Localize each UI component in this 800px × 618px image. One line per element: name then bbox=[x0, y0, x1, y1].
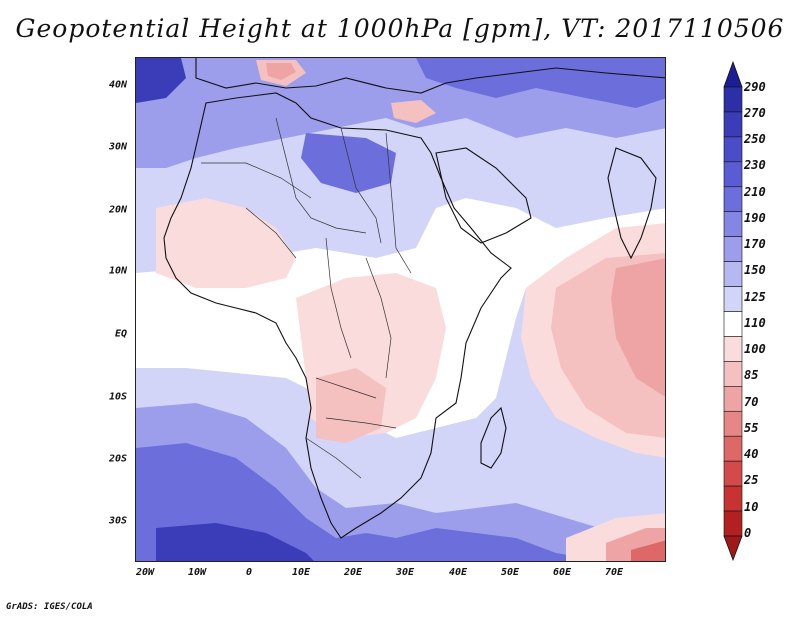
colorbar-label: 290 bbox=[744, 80, 766, 94]
lon-label: 10E bbox=[291, 567, 311, 578]
colorbar-label: 230 bbox=[744, 158, 766, 172]
lat-label: 40N bbox=[108, 79, 127, 91]
colorbar-label: 0 bbox=[744, 526, 752, 540]
colorbar-box bbox=[723, 211, 743, 237]
field-mid-blue-north bbox=[416, 58, 665, 108]
arabia-coastline bbox=[435, 147, 532, 244]
colorbar-top-arrow bbox=[723, 60, 743, 88]
colorbar-box bbox=[723, 485, 743, 512]
geopotential-field-map bbox=[136, 58, 665, 561]
colorbar-box bbox=[723, 86, 743, 113]
colorbar-box bbox=[723, 186, 743, 213]
lat-label: 20N bbox=[108, 204, 127, 216]
colorbar-label: 110 bbox=[744, 316, 766, 330]
africa-coastline bbox=[163, 92, 512, 539]
colorbar-box bbox=[723, 111, 743, 138]
india-coastline bbox=[607, 147, 657, 260]
colorbar-box bbox=[723, 410, 743, 437]
colorbar-box bbox=[723, 386, 743, 412]
lon-label: 40E bbox=[448, 567, 468, 578]
credit-text: GrADS: IGES/COLA bbox=[6, 602, 93, 612]
map-title: Geopotential Height at 1000hPa [gpm], VT… bbox=[15, 14, 785, 43]
colorbar-box bbox=[723, 136, 743, 163]
colorbar-label: 250 bbox=[744, 132, 766, 146]
lat-label: 30N bbox=[108, 141, 127, 153]
field-mid-red-med bbox=[266, 63, 296, 80]
colorbar-label: 85 bbox=[744, 368, 759, 382]
colorbar-box bbox=[723, 460, 743, 487]
colorbar-box bbox=[723, 261, 743, 287]
lon-label: 50E bbox=[500, 567, 520, 578]
lon-label: 30E bbox=[395, 567, 415, 578]
colorbar-label: 25 bbox=[744, 473, 759, 487]
lat-label: 30S bbox=[108, 515, 127, 527]
lat-label: 20S bbox=[108, 453, 127, 465]
colorbar-label: 170 bbox=[744, 237, 766, 251]
lon-label: 20W bbox=[135, 567, 155, 578]
colorbar-label: 150 bbox=[744, 263, 766, 277]
colorbar-label: 190 bbox=[744, 211, 766, 225]
europe-coastline bbox=[195, 58, 665, 94]
lat-label: 10S bbox=[108, 391, 127, 403]
colorbar-label: 100 bbox=[744, 342, 766, 356]
field-light-red-central bbox=[316, 368, 386, 443]
colorbar-bottom-arrow bbox=[723, 535, 743, 562]
colorbar-box bbox=[723, 336, 743, 362]
colorbar-label: 55 bbox=[744, 421, 759, 435]
colorbar-box bbox=[723, 510, 743, 537]
lon-label: 0 bbox=[245, 567, 253, 578]
madagascar-coastline bbox=[480, 406, 507, 469]
field-light-red-turkey bbox=[391, 100, 436, 123]
colorbar-label: 125 bbox=[744, 290, 766, 304]
field-deep-red-se bbox=[631, 540, 665, 561]
lat-label: 10N bbox=[108, 265, 127, 277]
colorbar-boxes bbox=[723, 86, 743, 537]
lon-label: 20E bbox=[343, 567, 363, 578]
colorbar-box bbox=[723, 435, 743, 462]
country-borders bbox=[201, 117, 412, 479]
colorbar-box bbox=[723, 361, 743, 387]
field-deep-blue-nw bbox=[136, 58, 186, 103]
colorbar-label: 270 bbox=[744, 106, 766, 120]
field-mid-red-ocean bbox=[611, 258, 665, 397]
field-mid-blue-sahara bbox=[301, 133, 396, 193]
map-panel bbox=[135, 57, 666, 562]
lon-label: 10W bbox=[187, 567, 207, 578]
lat-label: EQ bbox=[114, 328, 127, 340]
colorbar-label: 70 bbox=[744, 395, 759, 409]
colorbar-box bbox=[723, 161, 743, 188]
field-deep-blue-south bbox=[156, 523, 314, 561]
colorbar-label: 10 bbox=[744, 500, 759, 514]
lon-label: 60E bbox=[552, 567, 572, 578]
colorbar-box bbox=[723, 311, 743, 337]
colorbar-box bbox=[723, 286, 743, 312]
coastlines bbox=[163, 58, 665, 539]
colorbar-box bbox=[723, 236, 743, 262]
colorbar-label: 210 bbox=[744, 185, 766, 199]
lon-label: 70E bbox=[604, 567, 624, 578]
colorbar-label: 40 bbox=[744, 447, 759, 461]
